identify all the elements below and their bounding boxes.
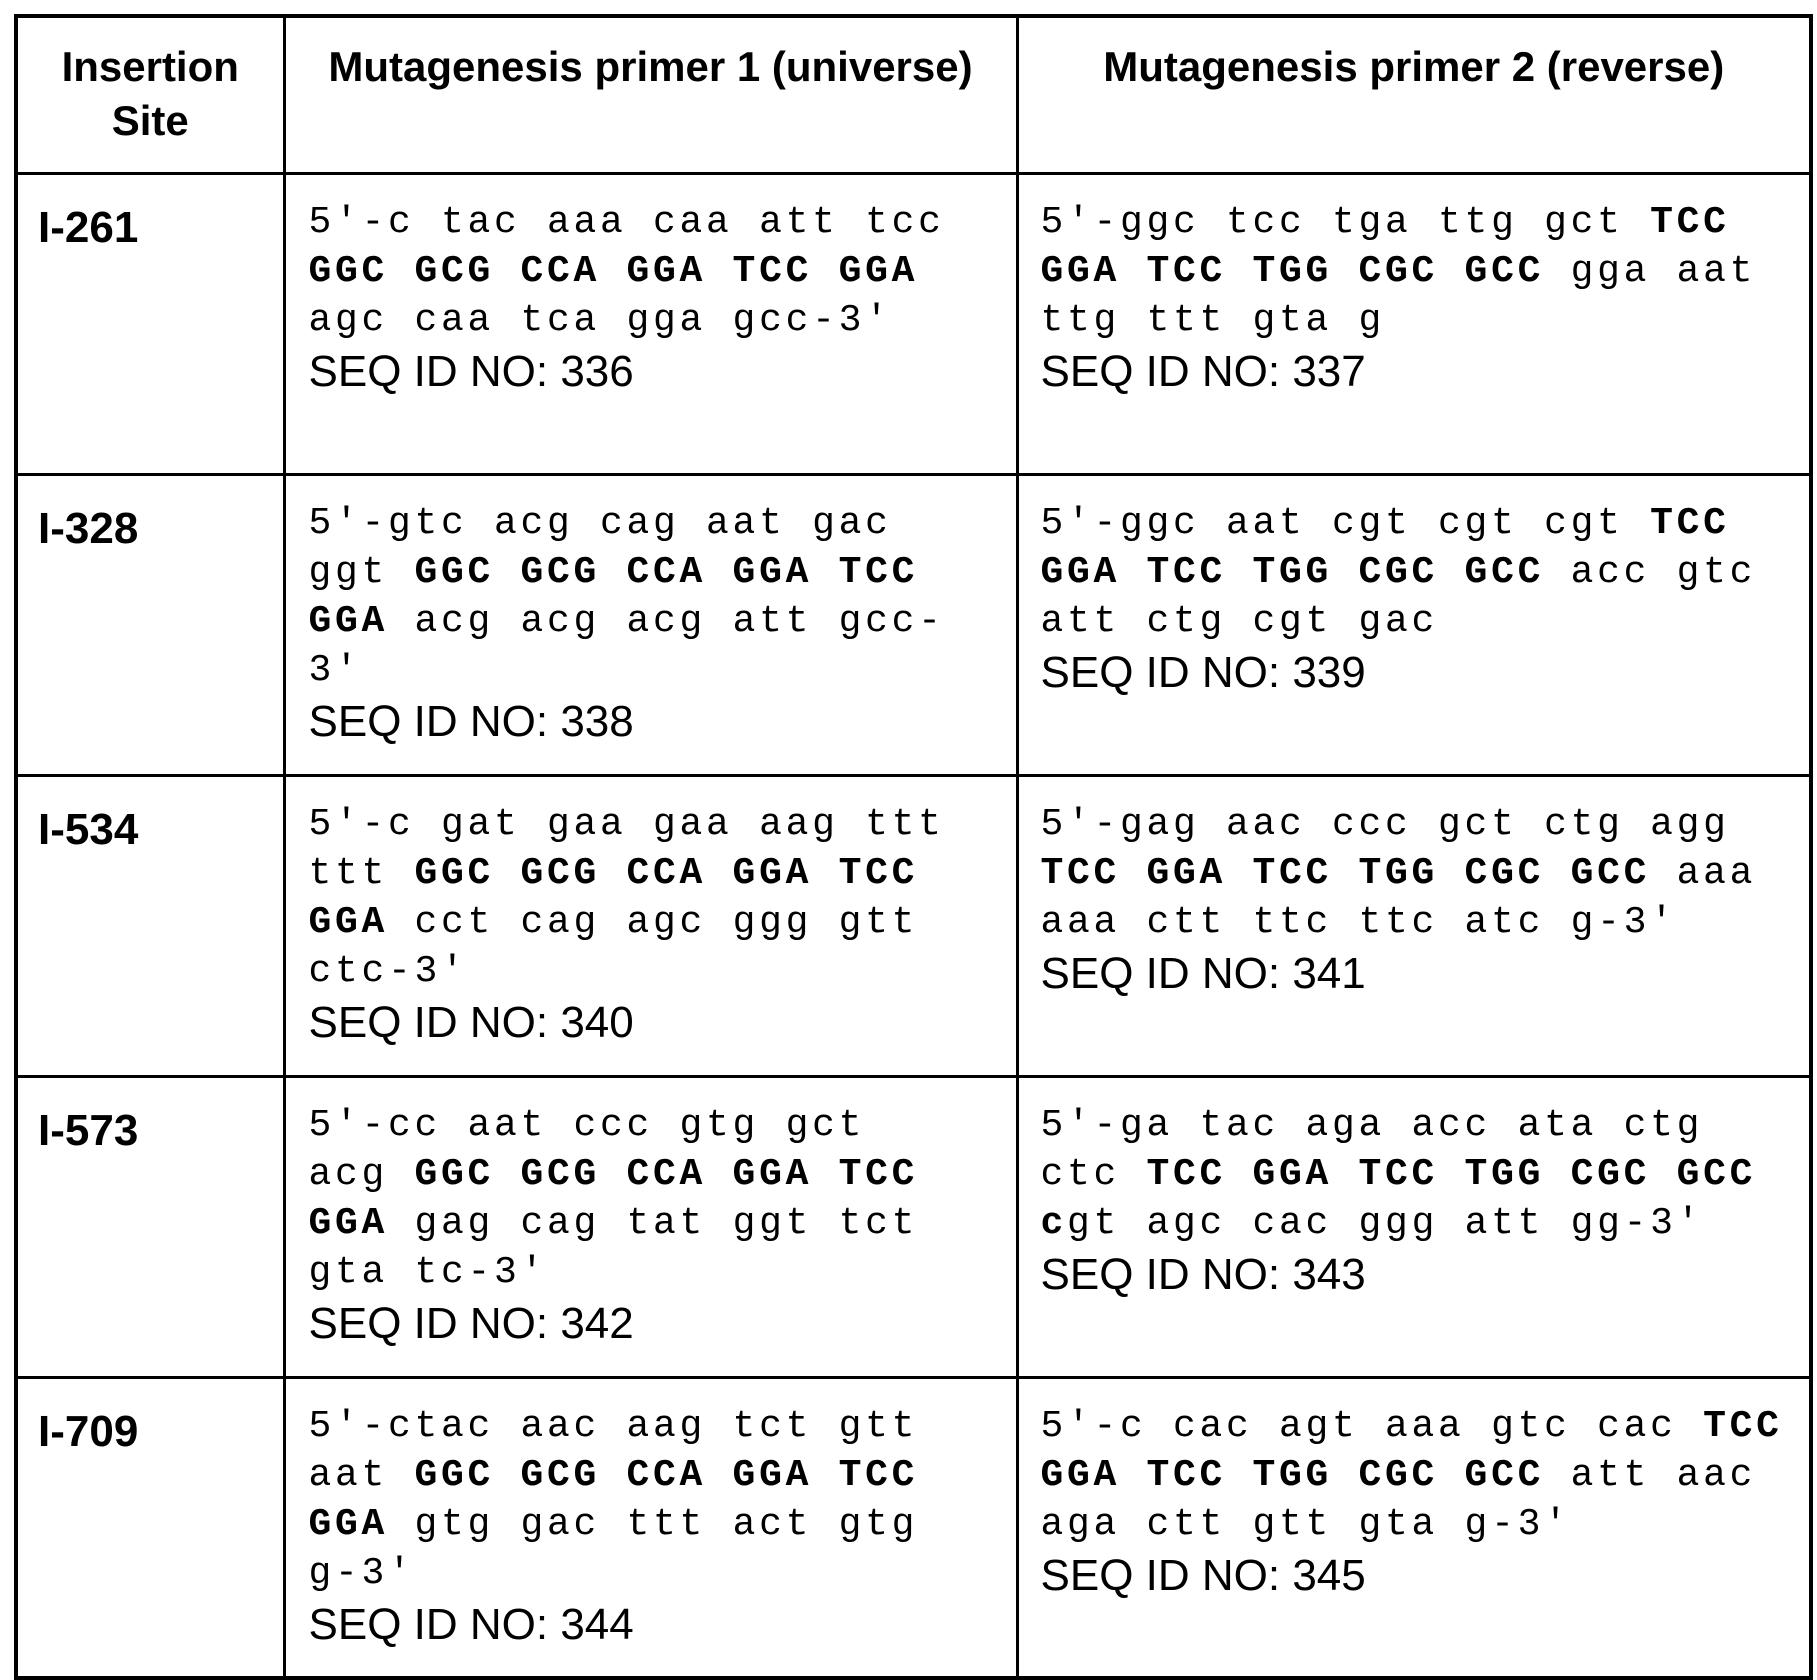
table-row: I-3285′-gtc acg cag aat gac ggt GGC GCG … <box>16 474 1811 775</box>
primer-cell: 5′-c gat gaa gaa aag ttt ttt GGC GCG CCA… <box>284 775 1017 1076</box>
table-row: I-5735′-cc aat ccc gtg gct acg GGC GCG C… <box>16 1076 1811 1377</box>
sequence-run: gt agc cac ggg att gg-3′ <box>1067 1202 1703 1245</box>
seq-id: SEQ ID NO: 337 <box>1041 345 1793 399</box>
seq-id: SEQ ID NO: 343 <box>1041 1248 1793 1302</box>
primer-sequence: 5′-c cac agt aaa gtc cac TCC GGA TCC TGG… <box>1041 1402 1793 1549</box>
primer-sequence: 5′-c tac aaa caa att tcc GGC GCG CCA GGA… <box>309 198 956 345</box>
insertion-site: I-534 <box>16 775 284 1076</box>
sequence-run: cct cag agc ggg gtt ctc-3′ <box>309 901 919 993</box>
page: {"table": { "header": ["Insertion Site",… <box>0 0 1817 1641</box>
insertion-site: I-709 <box>16 1377 284 1678</box>
primer-cell: 5′-ga tac aga acc ata ctg ctc TCC GGA TC… <box>1017 1076 1811 1377</box>
primer-sequence: 5′-ggc aat cgt cgt cgt TCC GGA TCC TGG C… <box>1041 499 1793 646</box>
primer-cell: 5′-c cac agt aaa gtc cac TCC GGA TCC TGG… <box>1017 1377 1811 1678</box>
sequence-run: acg acg acg att gcc-3′ <box>309 600 945 692</box>
table-row: I-2615′-c tac aaa caa att tcc GGC GCG CC… <box>16 173 1811 474</box>
primer-sequence: 5′-ctac aac aag tct gtt aat GGC GCG CCA … <box>309 1402 956 1598</box>
primer-sequence: 5′-ggc tcc tga ttg gct TCC GGA TCC TGG C… <box>1041 198 1793 345</box>
sequence-run: 5′-gag aac ccc gct ctg agg <box>1041 803 1730 846</box>
seq-id: SEQ ID NO: 342 <box>309 1297 956 1351</box>
sequence-run: TCC GGA TCC TGG CGC GCC <box>1041 852 1651 895</box>
seq-id: SEQ ID NO: 340 <box>309 996 956 1050</box>
seq-id: SEQ ID NO: 338 <box>309 695 956 749</box>
insertion-site: I-261 <box>16 173 284 474</box>
header-row: Insertion SiteMutagenesis primer 1 (univ… <box>16 16 1811 173</box>
sequence-run: 5′-ggc aat cgt cgt cgt <box>1041 502 1651 545</box>
primer-sequence: 5′-c gat gaa gaa aag ttt ttt GGC GCG CCA… <box>309 800 956 996</box>
header-cell: Insertion Site <box>16 16 284 173</box>
sequence-run: GGC GCG CCA GGA TCC GGA <box>309 250 919 293</box>
primer-cell: 5′-ctac aac aag tct gtt aat GGC GCG CCA … <box>284 1377 1017 1678</box>
primer-sequence: 5′-cc aat ccc gtg gct acg GGC GCG CCA GG… <box>309 1101 956 1297</box>
insertion-site: I-328 <box>16 474 284 775</box>
primer-cell: 5′-ggc tcc tga ttg gct TCC GGA TCC TGG C… <box>1017 173 1811 474</box>
primer-cell: 5′-ggc aat cgt cgt cgt TCC GGA TCC TGG C… <box>1017 474 1811 775</box>
primer-sequence: 5′-gag aac ccc gct ctg agg TCC GGA TCC T… <box>1041 800 1793 947</box>
primer-cell: 5′-cc aat ccc gtg gct acg GGC GCG CCA GG… <box>284 1076 1017 1377</box>
seq-id: SEQ ID NO: 336 <box>309 345 956 399</box>
table-row: I-7095′-ctac aac aag tct gtt aat GGC GCG… <box>16 1377 1811 1678</box>
sequence-run: 5′-c tac aaa caa att tcc <box>309 201 945 244</box>
primer-table: Insertion SiteMutagenesis primer 1 (univ… <box>14 14 1813 1680</box>
table-row: I-5345′-c gat gaa gaa aag ttt ttt GGC GC… <box>16 775 1811 1076</box>
sequence-run: agc caa tca gga gcc-3′ <box>309 299 892 342</box>
seq-id: SEQ ID NO: 339 <box>1041 646 1793 700</box>
header-cell: Mutagenesis primer 1 (universe) <box>284 16 1017 173</box>
primer-sequence: 5′-ga tac aga acc ata ctg ctc TCC GGA TC… <box>1041 1101 1793 1248</box>
sequence-run: 5′-c cac agt aaa gtc cac <box>1041 1405 1704 1448</box>
header-cell: Mutagenesis primer 2 (reverse) <box>1017 16 1811 173</box>
seq-id: SEQ ID NO: 344 <box>309 1598 956 1652</box>
insertion-site: I-573 <box>16 1076 284 1377</box>
sequence-run: 5′-ggc tcc tga ttg gct <box>1041 201 1651 244</box>
sequence-run: gtg gac ttt act gtg g-3′ <box>309 1503 919 1595</box>
primer-sequence: 5′-gtc acg cag aat gac ggt GGC GCG CCA G… <box>309 499 956 695</box>
seq-id: SEQ ID NO: 341 <box>1041 947 1793 1001</box>
seq-id: SEQ ID NO: 345 <box>1041 1549 1793 1603</box>
primer-cell: 5′-gtc acg cag aat gac ggt GGC GCG CCA G… <box>284 474 1017 775</box>
primer-cell: 5′-gag aac ccc gct ctg agg TCC GGA TCC T… <box>1017 775 1811 1076</box>
sequence-run: gag cag tat ggt tct gta tc-3′ <box>309 1202 919 1294</box>
primer-cell: 5′-c tac aaa caa att tcc GGC GCG CCA GGA… <box>284 173 1017 474</box>
table-body: I-2615′-c tac aaa caa att tcc GGC GCG CC… <box>16 173 1811 1678</box>
